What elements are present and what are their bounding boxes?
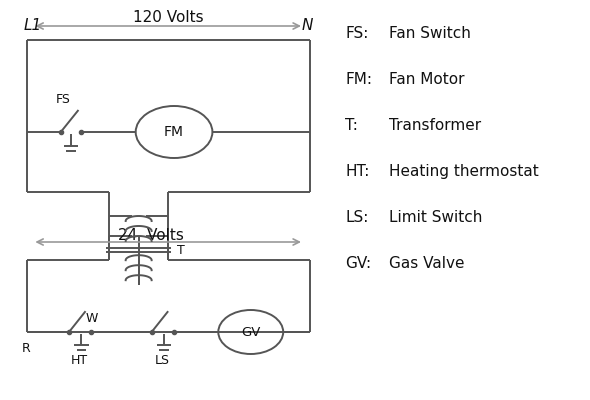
Text: FM:: FM: — [345, 72, 372, 87]
Text: T: T — [177, 244, 185, 256]
Text: Transformer: Transformer — [389, 118, 481, 133]
Text: FM: FM — [164, 125, 184, 139]
Text: 120 Volts: 120 Volts — [133, 10, 204, 26]
Text: 24  Volts: 24 Volts — [117, 228, 183, 244]
Text: GV: GV — [241, 326, 260, 338]
Text: HT: HT — [71, 354, 88, 367]
Text: Limit Switch: Limit Switch — [389, 210, 483, 225]
Text: GV:: GV: — [345, 256, 371, 271]
Text: L1: L1 — [24, 18, 42, 33]
Text: Fan Switch: Fan Switch — [389, 26, 471, 41]
Text: FS: FS — [55, 93, 71, 106]
Text: Fan Motor: Fan Motor — [389, 72, 465, 87]
Text: LS: LS — [155, 354, 170, 367]
Text: LS:: LS: — [345, 210, 369, 225]
Text: W: W — [86, 312, 97, 325]
Text: HT:: HT: — [345, 164, 369, 179]
Text: T:: T: — [345, 118, 358, 133]
Text: R: R — [22, 342, 31, 355]
Text: FS:: FS: — [345, 26, 369, 41]
Text: Gas Valve: Gas Valve — [389, 256, 465, 271]
Text: Heating thermostat: Heating thermostat — [389, 164, 539, 179]
Text: N: N — [301, 18, 313, 33]
